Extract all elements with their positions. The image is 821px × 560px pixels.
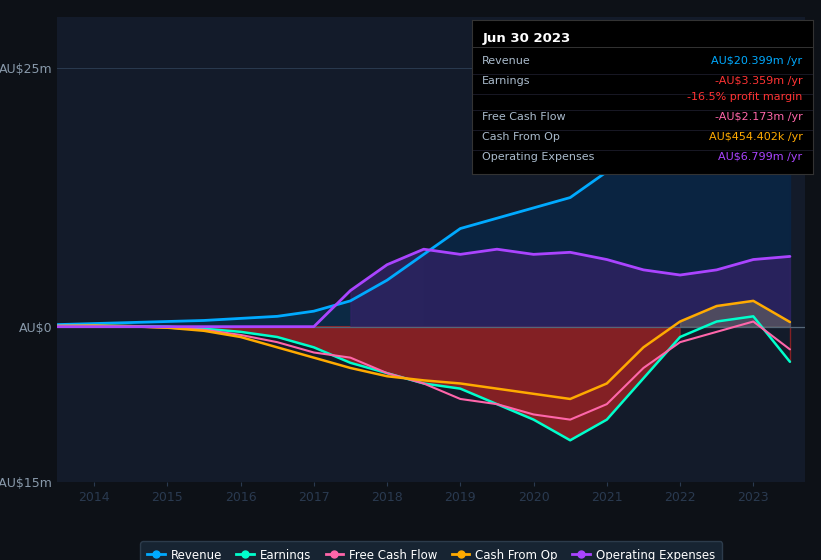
Text: Free Cash Flow: Free Cash Flow bbox=[482, 111, 566, 122]
Text: AU$20.399m /yr: AU$20.399m /yr bbox=[712, 56, 803, 66]
Text: -AU$2.173m /yr: -AU$2.173m /yr bbox=[715, 111, 803, 122]
Legend: Revenue, Earnings, Free Cash Flow, Cash From Op, Operating Expenses: Revenue, Earnings, Free Cash Flow, Cash … bbox=[140, 542, 722, 560]
Text: Revenue: Revenue bbox=[482, 56, 531, 66]
Text: Earnings: Earnings bbox=[482, 76, 531, 86]
Text: Jun 30 2023: Jun 30 2023 bbox=[482, 32, 571, 45]
Text: AU$6.799m /yr: AU$6.799m /yr bbox=[718, 152, 803, 162]
Text: -AU$3.359m /yr: -AU$3.359m /yr bbox=[715, 76, 803, 86]
Text: Operating Expenses: Operating Expenses bbox=[482, 152, 594, 162]
Text: AU$454.402k /yr: AU$454.402k /yr bbox=[709, 132, 803, 142]
Text: -16.5% profit margin: -16.5% profit margin bbox=[687, 92, 803, 101]
Text: Cash From Op: Cash From Op bbox=[482, 132, 560, 142]
